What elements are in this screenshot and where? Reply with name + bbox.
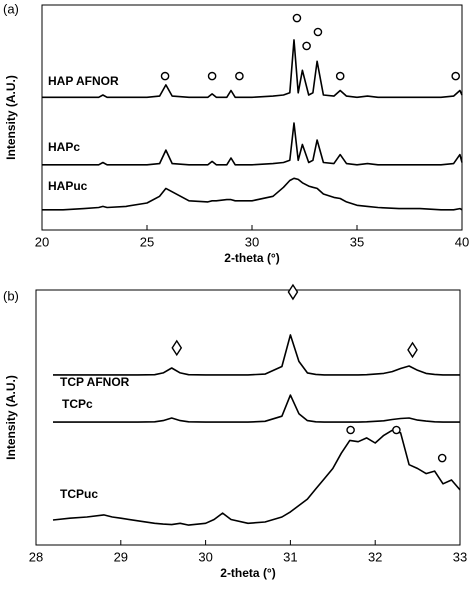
- series-line: [42, 39, 463, 99]
- series-line: [53, 394, 460, 423]
- peak-marker: [235, 71, 244, 81]
- series-line: [42, 177, 463, 211]
- x-tick-label: 29: [114, 549, 128, 564]
- series-label: HAPc: [48, 140, 80, 154]
- series-label: HAPuc: [48, 179, 88, 193]
- plot-frame: [35, 289, 461, 546]
- series-label: HAP AFNOR: [48, 74, 119, 88]
- y-axis-label: Intensity (A.U.): [4, 75, 18, 160]
- x-tick-label: 20: [35, 234, 49, 249]
- series-label: TCPc: [62, 397, 93, 411]
- x-tick-label: 30: [245, 234, 259, 249]
- series-line: [52, 429, 461, 526]
- peak-marker: [392, 425, 401, 435]
- x-tick-label: 40: [455, 234, 469, 249]
- x-tick-label: 28: [29, 549, 43, 564]
- x-tick-label: 33: [453, 549, 467, 564]
- peak-marker: [346, 425, 355, 435]
- series-line: [42, 122, 463, 166]
- x-axis-label: 2-theta (°): [220, 566, 275, 580]
- peak-marker: [171, 339, 183, 357]
- x-tick-label: 32: [368, 549, 382, 564]
- x-tick-label: 30: [198, 549, 212, 564]
- panel-label: (b): [3, 288, 19, 303]
- y-axis-label: Intensity (A.U.): [4, 375, 18, 460]
- series-label: TCP AFNOR: [60, 375, 130, 389]
- x-tick-label: 31: [283, 549, 297, 564]
- peak-marker: [160, 71, 170, 81]
- x-tick-label: 25: [140, 234, 154, 249]
- x-tick-label: 35: [350, 234, 364, 249]
- plot-frame: [41, 4, 463, 231]
- peak-marker: [335, 71, 345, 81]
- peak-marker: [437, 453, 447, 463]
- peak-marker: [451, 71, 461, 81]
- peak-marker: [407, 341, 418, 359]
- series-line: [53, 334, 460, 376]
- x-axis-label: 2-theta (°): [224, 251, 279, 265]
- peak-marker: [207, 71, 217, 81]
- peak-marker: [313, 27, 323, 37]
- series-label: TCPuc: [60, 487, 98, 501]
- peak-marker: [292, 13, 302, 23]
- panel-label: (a): [3, 1, 19, 16]
- peak-marker: [287, 283, 299, 301]
- peak-marker: [302, 41, 311, 51]
